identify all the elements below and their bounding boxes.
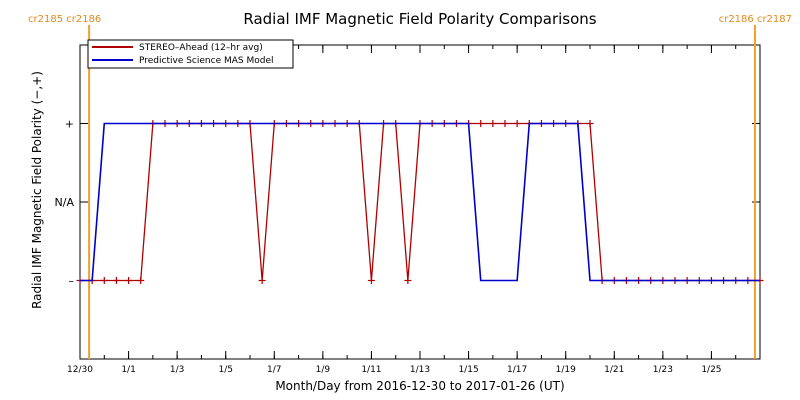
x-tick-label: 1/11	[361, 365, 381, 375]
x-tick-label: 12/30	[67, 365, 93, 375]
legend-label-mas-model: Predictive Science MAS Model	[139, 56, 274, 66]
series-line-0	[80, 122, 760, 282]
x-tick-label: 1/25	[701, 365, 721, 375]
series-line-1	[80, 122, 760, 282]
y-axis-label: Radial IMF Magnetic Field Polarity (−,+)	[30, 71, 44, 309]
y-tick-group: + N/A –	[55, 118, 760, 288]
y-tick-label: –	[69, 275, 75, 288]
x-tick-label: 1/13	[410, 365, 430, 375]
x-tick-label: 1/17	[507, 365, 527, 375]
carrington-marker-group: cr2185 cr2186 cr2186 cr2187	[28, 14, 792, 359]
y-tick-label: +	[65, 118, 74, 131]
plot-frame	[79, 44, 761, 360]
series-group	[76, 120, 764, 284]
x-tick-label: 1/19	[556, 365, 576, 375]
y-tick-label: N/A	[55, 196, 75, 209]
x-tick-label: 1/5	[218, 365, 232, 375]
x-tick-label: 1/7	[267, 365, 281, 375]
x-tick-group: 12/30 1/1 1/3 1/5 1/7 1/9 1/11 1/13 1/15 1/17 1/19…	[67, 45, 761, 375]
chart-title: Radial IMF Magnetic Field Polarity Compa…	[243, 10, 596, 28]
x-axis-label: Month/Day from 2016-12-30 to 2017-01-26 …	[275, 379, 564, 393]
x-tick-label: 1/3	[170, 365, 184, 375]
x-tick-label: 1/15	[458, 365, 478, 375]
carrington-rotation-label: cr2185 cr2186	[28, 14, 101, 25]
legend-label-stereo: STEREO–Ahead (12–hr avg)	[139, 43, 263, 53]
legend: STEREO–Ahead (12–hr avg) Predictive Scie…	[87, 39, 294, 69]
x-tick-label: 1/23	[653, 365, 673, 375]
x-tick-label: 1/1	[121, 365, 135, 375]
x-tick-label: 1/9	[316, 365, 331, 375]
x-tick-label: 1/21	[604, 365, 624, 375]
legend-box	[87, 39, 294, 69]
carrington-rotation-label: cr2186 cr2187	[719, 14, 792, 25]
